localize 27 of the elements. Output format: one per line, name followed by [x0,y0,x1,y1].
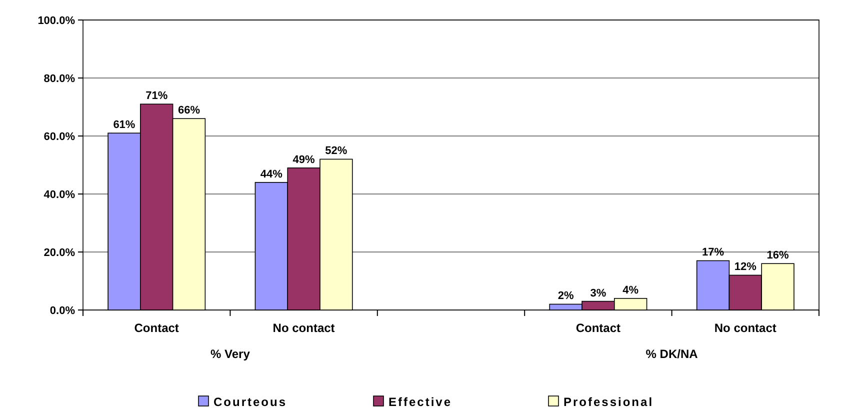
text: % Very [210,347,250,361]
data-label: 3% [590,287,606,300]
y-tick-label: 60.0% [44,130,76,143]
data-label: 44% [260,168,283,180]
data-label: 49% [292,154,316,166]
data-label: 52% [325,145,348,158]
data-label: 2% [558,290,574,302]
y-tick-label: 40.0% [44,188,76,201]
legend-label: Courteous [214,395,287,409]
data-label: 4% [622,284,639,296]
data-label: 17% [702,246,724,259]
text: % DK/NA [646,347,698,361]
y-tick-label: 80.0% [44,72,76,85]
data-label: 71% [146,90,168,102]
y-tick-label: 100.0% [38,14,76,27]
data-label: 61% [113,119,136,132]
legend-label: Effective [388,395,452,409]
data-label: 16% [766,250,790,262]
x-tick-label: No contact [272,321,335,335]
y-tick-label: 0.0% [50,304,76,317]
x-tick-label: No contact [714,321,776,335]
data-label: 12% [734,261,757,274]
x-tick-label: Contact [576,321,621,335]
legend-label: Professional [564,395,654,409]
data-label: 66% [178,104,200,117]
y-tick-label: 20.0% [44,246,76,259]
x-tick-label: Contact [134,321,179,335]
